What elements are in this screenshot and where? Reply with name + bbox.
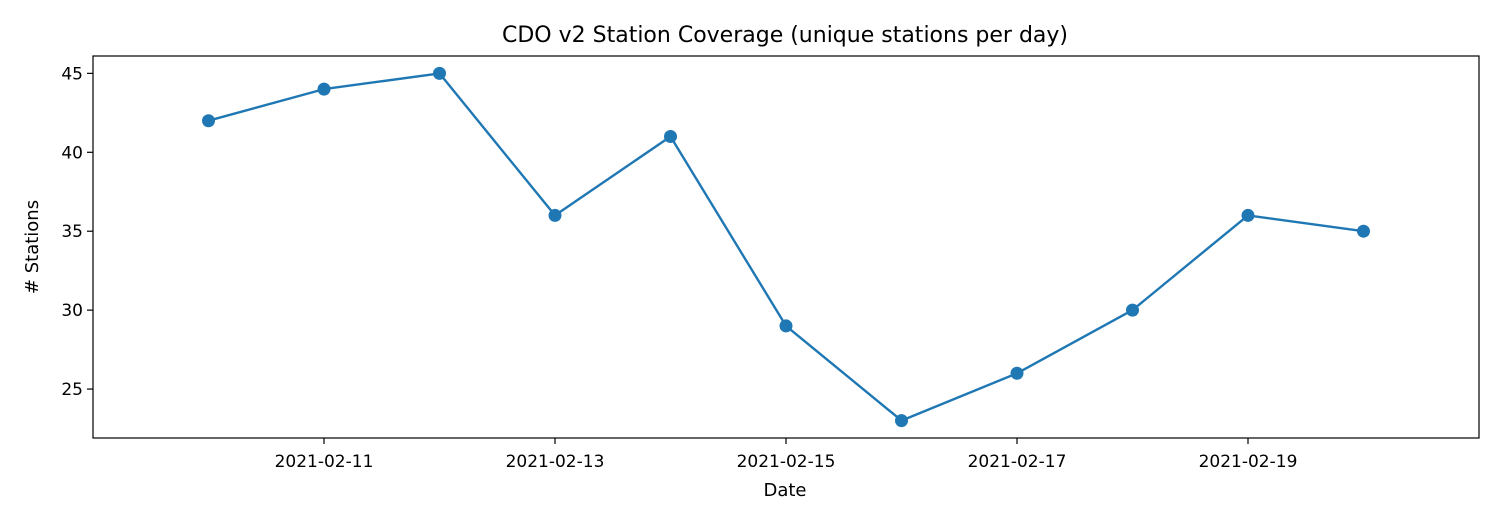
chart-title: CDO v2 Station Coverage (unique stations… [502, 23, 1068, 48]
x-tick-label: 2021-02-15 [737, 452, 836, 472]
x-tick-label: 2021-02-17 [968, 452, 1067, 472]
x-tick-label: 2021-02-11 [275, 452, 374, 472]
data-point [548, 208, 562, 222]
x-tick-label: 2021-02-19 [1199, 452, 1298, 472]
plot-area: 25 30 35 40 45 2021-02-11 2021-02-13 2021-02-15… [61, 55, 1480, 472]
plot-frame [92, 55, 1480, 439]
y-tick-label: 25 [61, 380, 83, 400]
y-tick-label: 35 [61, 222, 83, 242]
data-point [1010, 366, 1024, 380]
x-tick-label: 2021-02-13 [506, 452, 605, 472]
data-point [664, 130, 677, 144]
y-tick-label: 30 [61, 301, 83, 321]
data-point [317, 82, 331, 96]
data-point [202, 114, 215, 128]
y-tick-label: 45 [61, 64, 83, 84]
data-point [1126, 303, 1139, 317]
data-point [1357, 224, 1370, 238]
data-point [1241, 208, 1255, 222]
series-line [208, 72, 1364, 422]
data-point [779, 319, 793, 333]
x-axis-label: Date [763, 480, 806, 501]
y-tick-label: 40 [61, 143, 83, 163]
data-point [433, 66, 446, 80]
data-point [895, 414, 908, 428]
y-axis-label: # Stations [22, 200, 43, 294]
